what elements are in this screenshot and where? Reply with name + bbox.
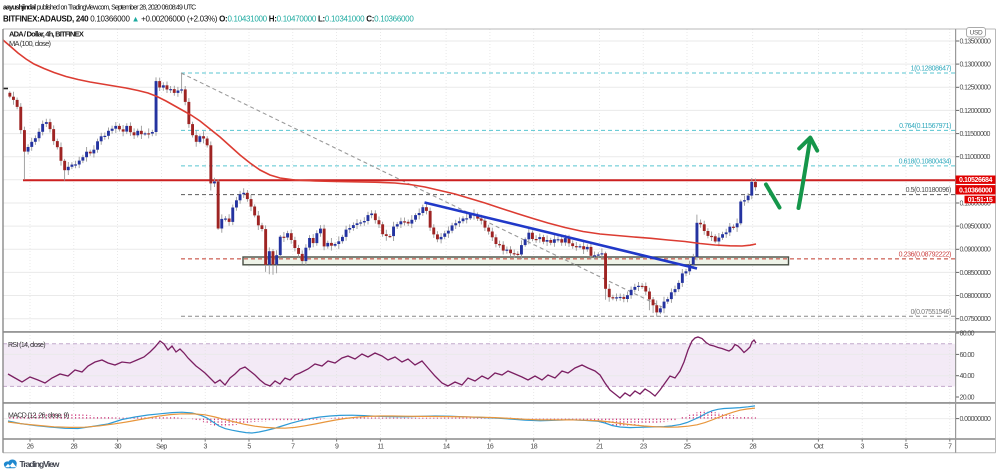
svg-text:21: 21 [596, 444, 603, 451]
svg-text:ADA / Dollar, 4h, BITFINEX: ADA / Dollar, 4h, BITFINEX [9, 30, 84, 39]
svg-text:60.00: 60.00 [960, 352, 975, 359]
svg-text:0.09000000: 0.09000000 [960, 247, 992, 254]
svg-text:RSI (14, close): RSI (14, close) [8, 342, 45, 349]
svg-text:14: 14 [443, 444, 450, 451]
svg-text:28: 28 [71, 444, 78, 451]
svg-text:0.13500000: 0.13500000 [960, 38, 992, 45]
svg-text:18: 18 [530, 444, 537, 451]
svg-text:0.764(0.11567971): 0.764(0.11567971) [899, 123, 951, 130]
svg-text:0(0.07551546): 0(0.07551546) [911, 309, 951, 316]
svg-text:9: 9 [335, 444, 339, 451]
svg-text:26: 26 [27, 444, 34, 451]
svg-text:01:51:15: 01:51:15 [968, 197, 993, 204]
svg-text:0.10366000: 0.10366000 [959, 187, 992, 194]
svg-text:25: 25 [684, 444, 691, 451]
svg-text:0.5(0.10180096): 0.5(0.10180096) [906, 187, 951, 194]
svg-text:TradingView: TradingView [20, 459, 60, 469]
svg-text:20.00: 20.00 [960, 394, 975, 401]
svg-text:0.09500000: 0.09500000 [960, 224, 992, 231]
svg-text:Oct: Oct [814, 444, 824, 451]
svg-text:0.00000000: 0.00000000 [960, 416, 992, 423]
svg-text:Sep: Sep [156, 444, 167, 451]
svg-text:80.00: 80.00 [960, 331, 975, 338]
svg-text:0.07500000: 0.07500000 [960, 316, 992, 323]
svg-text:5: 5 [247, 444, 251, 451]
svg-text:0.618(0.10800434): 0.618(0.10800434) [899, 158, 951, 165]
svg-text:MACD (12, 26, close, 9): MACD (12, 26, close, 9) [8, 413, 69, 420]
svg-text:11: 11 [377, 444, 384, 451]
svg-text:0.12500000: 0.12500000 [960, 85, 992, 92]
svg-text:0.08000000: 0.08000000 [960, 293, 992, 300]
svg-text:3: 3 [204, 444, 208, 451]
svg-text:0.236(0.08792222): 0.236(0.08792222) [899, 251, 951, 258]
svg-text:MA (100, close): MA (100, close) [9, 39, 52, 48]
svg-text:5: 5 [904, 444, 908, 451]
svg-text:7: 7 [291, 444, 295, 451]
svg-text:3: 3 [861, 444, 865, 451]
svg-text:40.00: 40.00 [960, 373, 975, 380]
svg-text:0.10000000: 0.10000000 [960, 200, 992, 207]
svg-text:0.08500000: 0.08500000 [960, 270, 992, 277]
svg-text:aayushjindal published on Trad: aayushjindal published on TradingView.co… [3, 5, 196, 12]
svg-text:0.13000000: 0.13000000 [960, 62, 992, 69]
svg-text:30: 30 [114, 444, 121, 451]
svg-text:0.11000000: 0.11000000 [960, 154, 991, 161]
svg-text:16: 16 [487, 444, 494, 451]
svg-text:0.12000000: 0.12000000 [960, 108, 992, 115]
svg-text:0.11500000: 0.11500000 [960, 131, 991, 138]
svg-text:7: 7 [948, 444, 952, 451]
svg-text:0.10526684: 0.10526684 [959, 177, 992, 184]
svg-text:1(0.12808647): 1(0.12808647) [911, 66, 951, 73]
svg-text:USD: USD [970, 30, 983, 37]
svg-text:23: 23 [640, 444, 647, 451]
svg-text:BITFINEX:ADAUSD, 240 0.103660: BITFINEX:ADAUSD, 240 0.10366000 ▲ +0.002… [3, 15, 414, 24]
svg-text:28: 28 [749, 444, 756, 451]
